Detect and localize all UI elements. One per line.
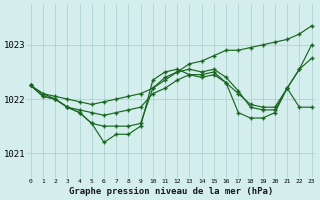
X-axis label: Graphe pression niveau de la mer (hPa): Graphe pression niveau de la mer (hPa) (69, 187, 273, 196)
